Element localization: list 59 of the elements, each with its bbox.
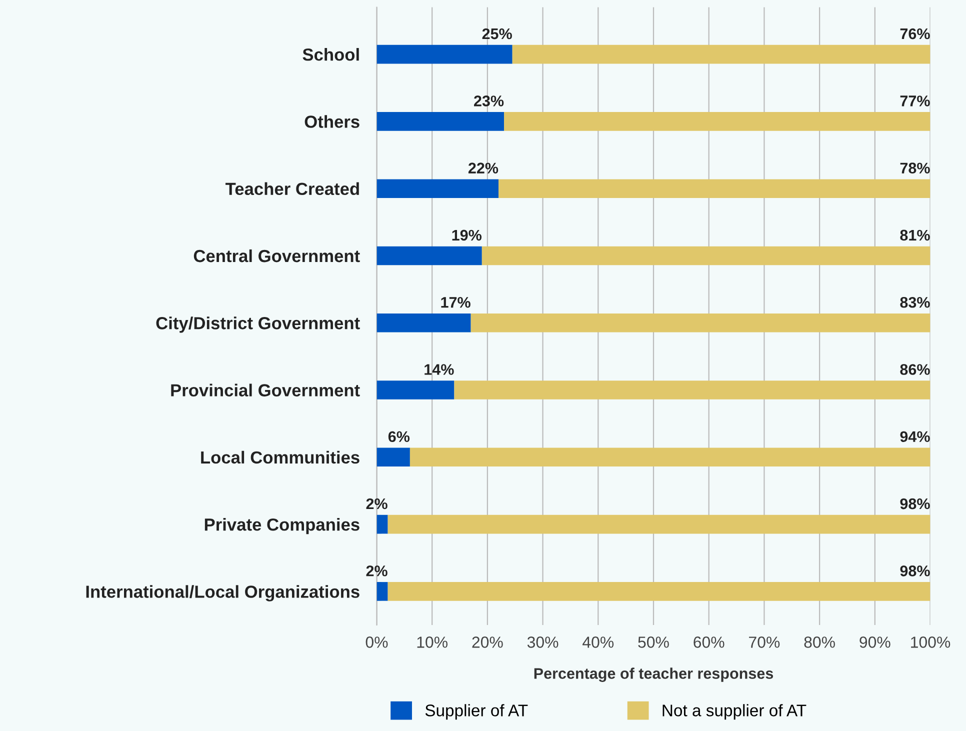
data-label: 83% [900, 296, 930, 308]
data-label: 78% [900, 162, 930, 174]
x-tick-label: 60% [694, 636, 724, 648]
x-tick-label: 100% [911, 636, 950, 648]
bar [454, 380, 930, 400]
bar [376, 112, 504, 131]
data-label: 94% [900, 431, 930, 442]
y-tick-label: School [302, 48, 359, 61]
bar [376, 44, 512, 64]
bar [410, 448, 930, 467]
x-tick-label: 10% [417, 636, 448, 648]
bar [388, 514, 930, 534]
bar [388, 582, 930, 601]
bar [376, 582, 388, 601]
x-tick-label: 50% [638, 636, 669, 648]
bar [376, 514, 388, 534]
bar [376, 179, 499, 198]
bar [482, 246, 930, 266]
legend-label: Not a supplier of AT [662, 704, 806, 720]
data-label: 86% [900, 364, 930, 375]
y-tick-label: Central Government [194, 249, 360, 262]
bar [376, 313, 471, 332]
x-tick-label: 20% [472, 636, 503, 648]
data-label: 98% [900, 566, 930, 576]
data-label: 81% [900, 230, 930, 241]
data-label: 25% [482, 28, 512, 40]
data-label: 23% [474, 96, 504, 106]
bar [498, 179, 930, 198]
y-tick-label: City/District Government [156, 316, 360, 333]
y-tick-label: Provincial Government [171, 384, 360, 396]
x-axis-title: Percentage of teacher responses [534, 668, 774, 682]
x-tick-label: 40% [582, 636, 614, 648]
data-label: 17% [441, 296, 470, 308]
x-tick-label: 30% [527, 636, 558, 648]
bar [376, 246, 482, 266]
bar [504, 112, 930, 131]
data-label: 77% [900, 96, 930, 106]
y-tick-label: Private Companies [204, 518, 360, 534]
y-tick-label: Local Communities [201, 450, 360, 464]
x-tick-label: 90% [860, 636, 890, 648]
legend-label: Supplier of AT [425, 704, 528, 720]
data-label: 14% [424, 364, 454, 375]
data-label: 22% [468, 162, 498, 174]
bar [512, 44, 930, 64]
y-tick-label: Others [304, 115, 360, 128]
x-tick-label: 0% [366, 636, 388, 648]
y-tick-label: International/Local Organizations [86, 585, 360, 602]
data-label: 19% [452, 230, 482, 241]
data-label: 6% [388, 431, 410, 442]
bar [376, 448, 410, 467]
data-label: 98% [900, 498, 930, 510]
bar [376, 380, 454, 400]
data-label: 2% [366, 566, 388, 576]
y-tick-label: Teacher Created [226, 182, 359, 196]
x-tick-label: 80% [804, 636, 835, 648]
x-tick-label: 70% [749, 636, 780, 648]
bar [470, 313, 930, 332]
data-label: 76% [900, 28, 930, 40]
data-label: 2% [366, 498, 388, 510]
